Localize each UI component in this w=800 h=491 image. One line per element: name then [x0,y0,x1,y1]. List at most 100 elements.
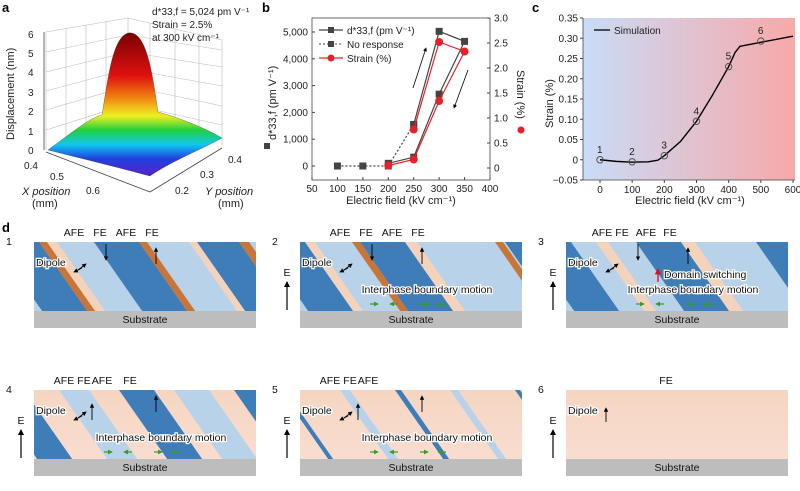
phase-label: FE [93,227,106,239]
simulation-panel-5: 5 Substrate AFE FE AFE Dipole E Interphase boun… [272,375,522,476]
domain-stripe [566,242,631,328]
panel-number: 2 [272,236,278,248]
simulation-panel-1: 1 Substrate AFE FE AFE FE Dipole [6,227,256,328]
domain-stripe [34,404,84,476]
z-tick: 6 [28,30,34,41]
substrate-label: Substrate [123,462,168,474]
annotation-line: Strain = 2.5% [152,20,212,31]
domain-stripe [189,242,256,328]
y-tick-label: 0.15 [559,95,579,106]
data-point [435,97,444,105]
antiparallel-dipole-arrow [77,263,87,271]
x-tick-label: 400 [482,184,499,195]
panel-number: 5 [272,384,278,396]
y-tick-label: 0.05 [559,135,579,146]
domain-stripe [94,242,199,328]
y-tick: 0.2 [175,186,189,197]
phase-label: FE [663,227,676,239]
y-right-tick-label: 1.0 [494,114,508,125]
dipole-label: Dipole [302,405,332,417]
phase-label: AFE [358,375,378,387]
y-axis-unit: (mm) [218,198,244,210]
phase-label: FE [659,375,672,387]
phase-label: AFE [382,227,402,239]
phase-label: FE [615,227,628,239]
phase-label: FE [145,227,158,239]
simulation-panel-6: 6 Substrate FE Dipole E [538,375,788,476]
domain-stripe [239,242,256,267]
interphase-boundary-motion-label: Interphase boundary motion [96,432,227,444]
phase-label: AFE [636,227,656,239]
legend: d*33,f (pm V⁻¹) No response Strain (%) [319,26,415,65]
z-tick: 1 [28,127,34,138]
y-right-tick-label: 3.0 [494,14,508,25]
substrate [566,311,788,328]
x-tick-label: 300 [688,185,705,196]
domain-stripe [340,390,410,476]
state-marker [660,152,669,160]
panel-label-a: a [2,0,10,15]
interphase-boundary-motion-label: Interphase boundary motion [362,284,493,296]
y-tick: 0.3 [200,170,214,181]
domain-stripe [395,390,461,476]
domain-stripe [495,242,522,281]
decreasing-arrow [453,69,469,109]
y-tick-label: 4,000 [283,54,308,65]
domain-stripe [450,390,518,476]
substrate [34,459,256,476]
phase-label: FE [123,375,136,387]
square-marker-key [264,143,270,149]
dipole-arrows [605,244,691,273]
y-axis-right-label: Strain (%) [514,70,526,119]
domain-stripe [405,242,477,328]
data-point [435,27,443,35]
y-tick-label: 5,000 [283,28,308,39]
panel-number: 1 [6,236,12,248]
y-tick-label: 2,000 [283,108,308,119]
y-right-tick-label: 2.5 [494,39,508,50]
x-tick-label: 100 [329,184,346,195]
y-tick-label: 0.10 [559,115,579,126]
phase-label: AFE [320,375,340,387]
state-marker [724,62,733,71]
x-tick-label: 200 [380,184,397,195]
x-tick-label: 600 [785,185,800,196]
state-marker [628,158,636,166]
panel-number: 3 [538,236,544,248]
state-label: 3 [661,141,667,152]
substrate [34,311,256,328]
panel-number: 6 [538,384,544,396]
x-tick-label: 150 [355,184,372,195]
x-tick: 0.4 [24,161,38,172]
substrate-label: Substrate [655,314,700,326]
x-tick-label: 300 [431,184,448,195]
annotation-line: d*33,f = 5,024 pm V⁻¹ [152,7,250,18]
y-tick: 0.4 [228,155,242,166]
y-tick-label: 0.25 [559,54,579,65]
dipole-label: Dipole [36,257,66,269]
data-point [460,47,469,56]
domain-stripe [119,390,214,476]
series-line [388,41,466,167]
phase-label: AFE [92,375,112,387]
domain-stripe [174,390,256,476]
annotation: d*33,f = 5,024 pm V⁻¹ Strain = 2.5% at 3… [152,7,250,44]
y-axis-label: Strain (%) [544,79,556,128]
y-tick-label: 0 [302,162,308,173]
substrate-label: Substrate [123,314,168,326]
y-right-tick-label: 0 [494,164,500,175]
domain-stripe [47,242,117,328]
domain-stripe [636,242,741,328]
x-axis-label: Electric field (kV cm⁻¹) [635,195,745,207]
x-axis-label: Electric field (kV cm⁻¹) [346,195,456,207]
data-point [409,155,418,164]
annotation-line: at 300 kV cm⁻¹ [152,33,220,44]
simulation-line [599,35,794,163]
y-tick-label: 1,000 [283,135,308,146]
phase-label: AFE [592,227,612,239]
domain-stripe [505,242,522,267]
y-right-tick-label: 1.5 [494,89,508,100]
panel-number: 4 [6,384,12,396]
